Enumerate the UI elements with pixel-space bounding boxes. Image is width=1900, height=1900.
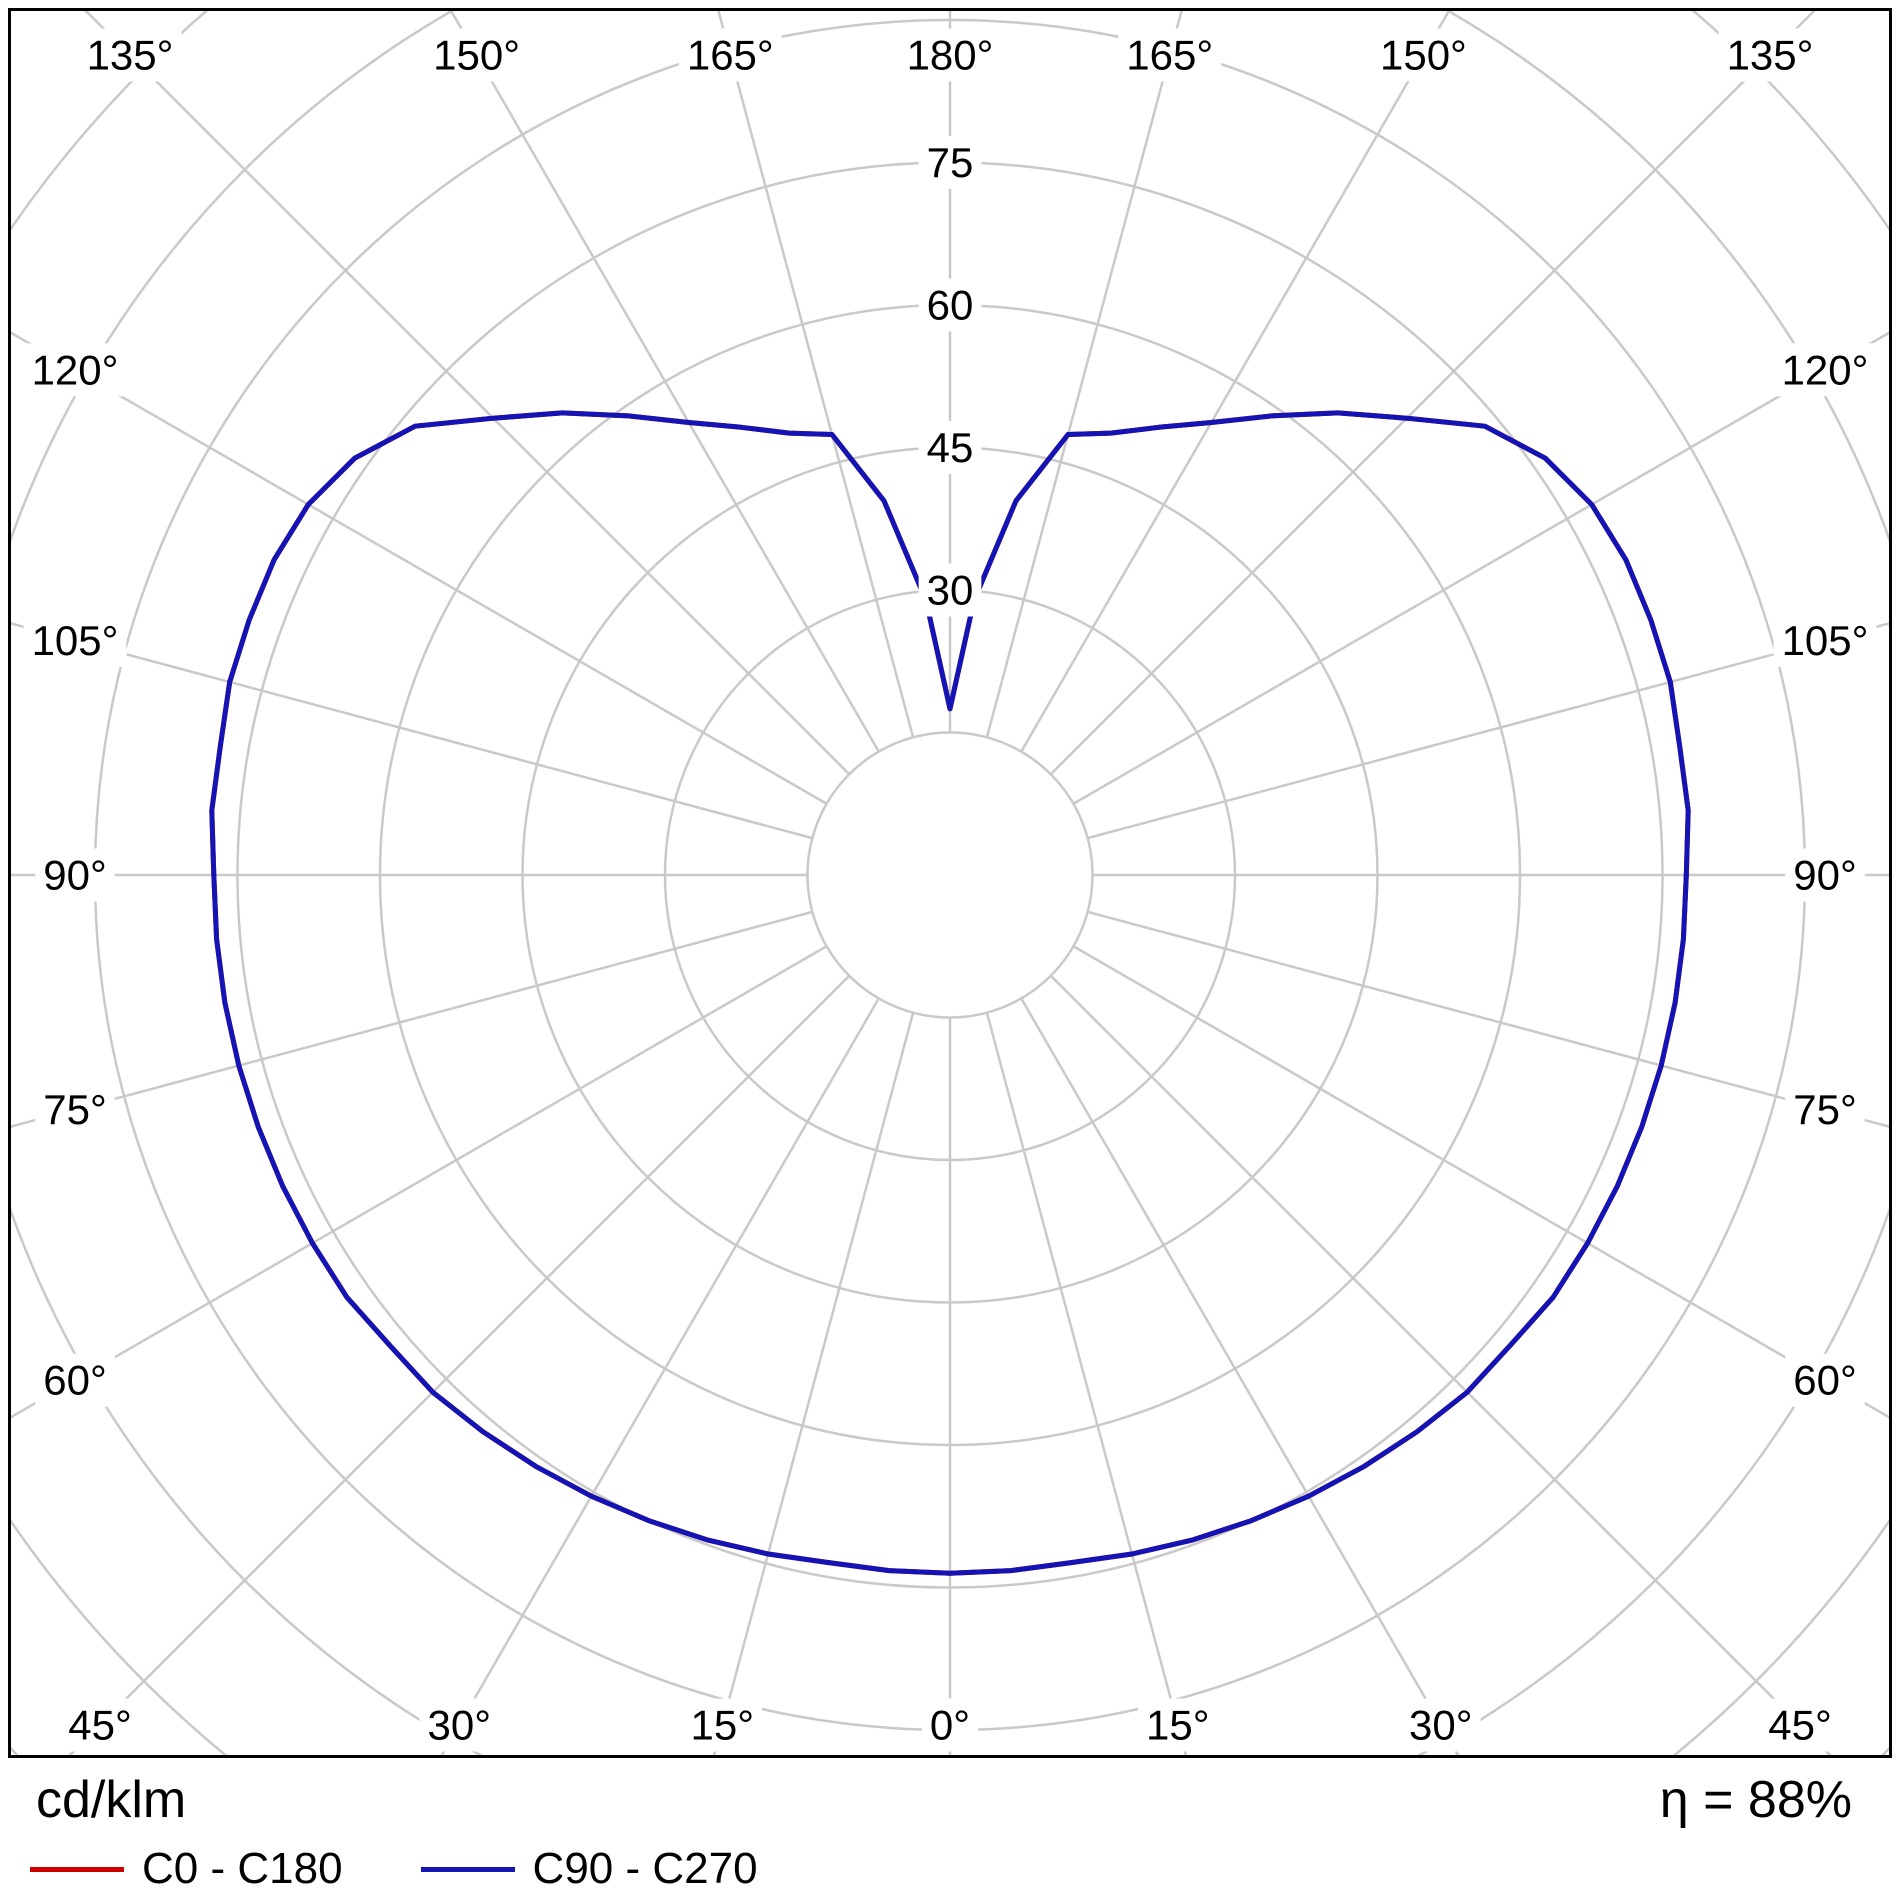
polar-diagram-frame: 30 45 60 75 0° 15° 15° 30° 30° 45° 45° 60° 60° 75° 75°… — [8, 8, 1892, 1758]
legend-label-c90: C90 - C270 — [532, 1844, 758, 1893]
angle-label: 60° — [43, 1357, 107, 1404]
grid-spoke — [1020, 997, 1460, 1755]
angle-label-bg — [1773, 343, 1877, 397]
angle-label: 15° — [690, 1702, 754, 1749]
grid-spoke — [1087, 910, 1889, 1128]
angle-label: 105° — [1782, 617, 1869, 664]
angle-label: 165° — [1126, 32, 1213, 79]
grid-spoke — [440, 997, 880, 1755]
angle-label-bg — [1785, 848, 1865, 902]
legend: C0 - C180 C90 - C270 — [30, 1844, 758, 1894]
grid-spoke — [449, 11, 880, 753]
angle-label-bg — [1137, 1698, 1218, 1752]
angle-label-bg — [35, 1353, 115, 1407]
grid-spoke — [68, 974, 851, 1755]
angle-label-bg — [898, 28, 1002, 82]
grid-spoke — [11, 945, 828, 1419]
angle-label-bg — [682, 1698, 763, 1752]
angle-label-bg — [35, 848, 115, 902]
grid-spoke — [717, 11, 915, 738]
grid-spoke — [11, 910, 813, 1128]
angle-label: 150° — [433, 32, 520, 79]
angle-label: 135° — [87, 32, 174, 79]
angle-label-bg — [1371, 28, 1475, 82]
angle-label: 90° — [1793, 852, 1857, 899]
grid-spoke — [1049, 974, 1832, 1755]
grid-spoke — [84, 11, 851, 776]
angle-label: 75° — [43, 1086, 107, 1133]
angle-label: 90° — [43, 852, 107, 899]
grid-spoke — [11, 331, 828, 805]
angle-label: 45° — [1768, 1702, 1832, 1749]
angle-label-bg — [1773, 614, 1877, 668]
angle-label: 75° — [1793, 1086, 1857, 1133]
angle-label: 0° — [930, 1702, 970, 1749]
angle-label-bg — [419, 1698, 500, 1752]
radial-tick-label-bg — [918, 421, 982, 474]
polar-chart: 30 45 60 75 0° 15° 15° 30° 30° 45° 45° 60° 60° 75° 75°… — [11, 11, 1889, 1755]
angle-label: 180° — [907, 32, 994, 79]
angle-label-bg — [678, 28, 782, 82]
grid-spoke — [985, 1012, 1188, 1755]
angle-label: 105° — [32, 617, 119, 664]
angle-label: 30° — [427, 1702, 491, 1749]
unit-label: cd/klm — [36, 1771, 187, 1829]
grid-spoke — [1020, 11, 1451, 753]
angle-label: 15° — [1146, 1702, 1210, 1749]
grid-spoke — [1087, 622, 1889, 840]
grid-spoke — [1072, 331, 1889, 805]
angle-label-bg — [1400, 1698, 1481, 1752]
angle-label-bg — [921, 1698, 979, 1752]
angle-label-bg — [1785, 1082, 1865, 1136]
angle-label: 120° — [1782, 346, 1869, 393]
radial-tick-label: 45 — [927, 424, 974, 471]
efficiency-label: η = 88% — [1659, 1771, 1852, 1829]
angle-label-bg — [78, 28, 182, 82]
legend-item-c0-c180: C0 - C180 — [30, 1844, 343, 1894]
grid-spoke — [712, 1012, 915, 1755]
angle-label-bg — [35, 1082, 115, 1136]
angle-label: 45° — [68, 1702, 132, 1749]
angle-label: 30° — [1409, 1702, 1473, 1749]
radial-tick-label-bg — [918, 136, 982, 189]
angle-label-bg — [23, 614, 127, 668]
angle-label: 150° — [1380, 32, 1467, 79]
grid-ring — [806, 731, 1094, 1019]
angle-label-bg — [60, 1698, 140, 1752]
legend-line-c90-icon — [420, 1866, 515, 1872]
grid-spokes — [11, 11, 1889, 1755]
angle-label: 60° — [1793, 1357, 1857, 1404]
angle-label-bg — [23, 343, 127, 397]
legend-line-c0-icon — [30, 1866, 124, 1872]
angle-label-bg — [1118, 28, 1222, 82]
radial-tick-label: 60 — [927, 282, 974, 329]
angle-label: 120° — [32, 346, 119, 393]
angle-label-bg — [1760, 1698, 1840, 1752]
angle-label-bg — [1718, 28, 1822, 82]
angle-label: 135° — [1727, 32, 1814, 79]
legend-item-c90-c270: C90 - C270 — [420, 1844, 758, 1894]
radial-tick-label: 30 — [927, 567, 974, 614]
angle-label: 165° — [687, 32, 774, 79]
radial-tick-label-bg — [918, 563, 982, 617]
grid-spoke — [985, 11, 1183, 738]
legend-label-c0: C0 - C180 — [142, 1844, 343, 1893]
chart-footer: cd/klm η = 88% C0 - C180 C90 - C270 — [0, 1766, 1900, 1900]
grid-spoke — [11, 622, 813, 840]
angle-label-bg — [1785, 1353, 1865, 1407]
radial-tick-label: 75 — [927, 139, 974, 186]
grid-spoke — [1072, 945, 1889, 1419]
grid-spoke — [1049, 11, 1816, 776]
angle-label-bg — [425, 28, 529, 82]
curve-c90-c270 — [209, 410, 1691, 1576]
radial-tick-label-bg — [918, 278, 982, 332]
